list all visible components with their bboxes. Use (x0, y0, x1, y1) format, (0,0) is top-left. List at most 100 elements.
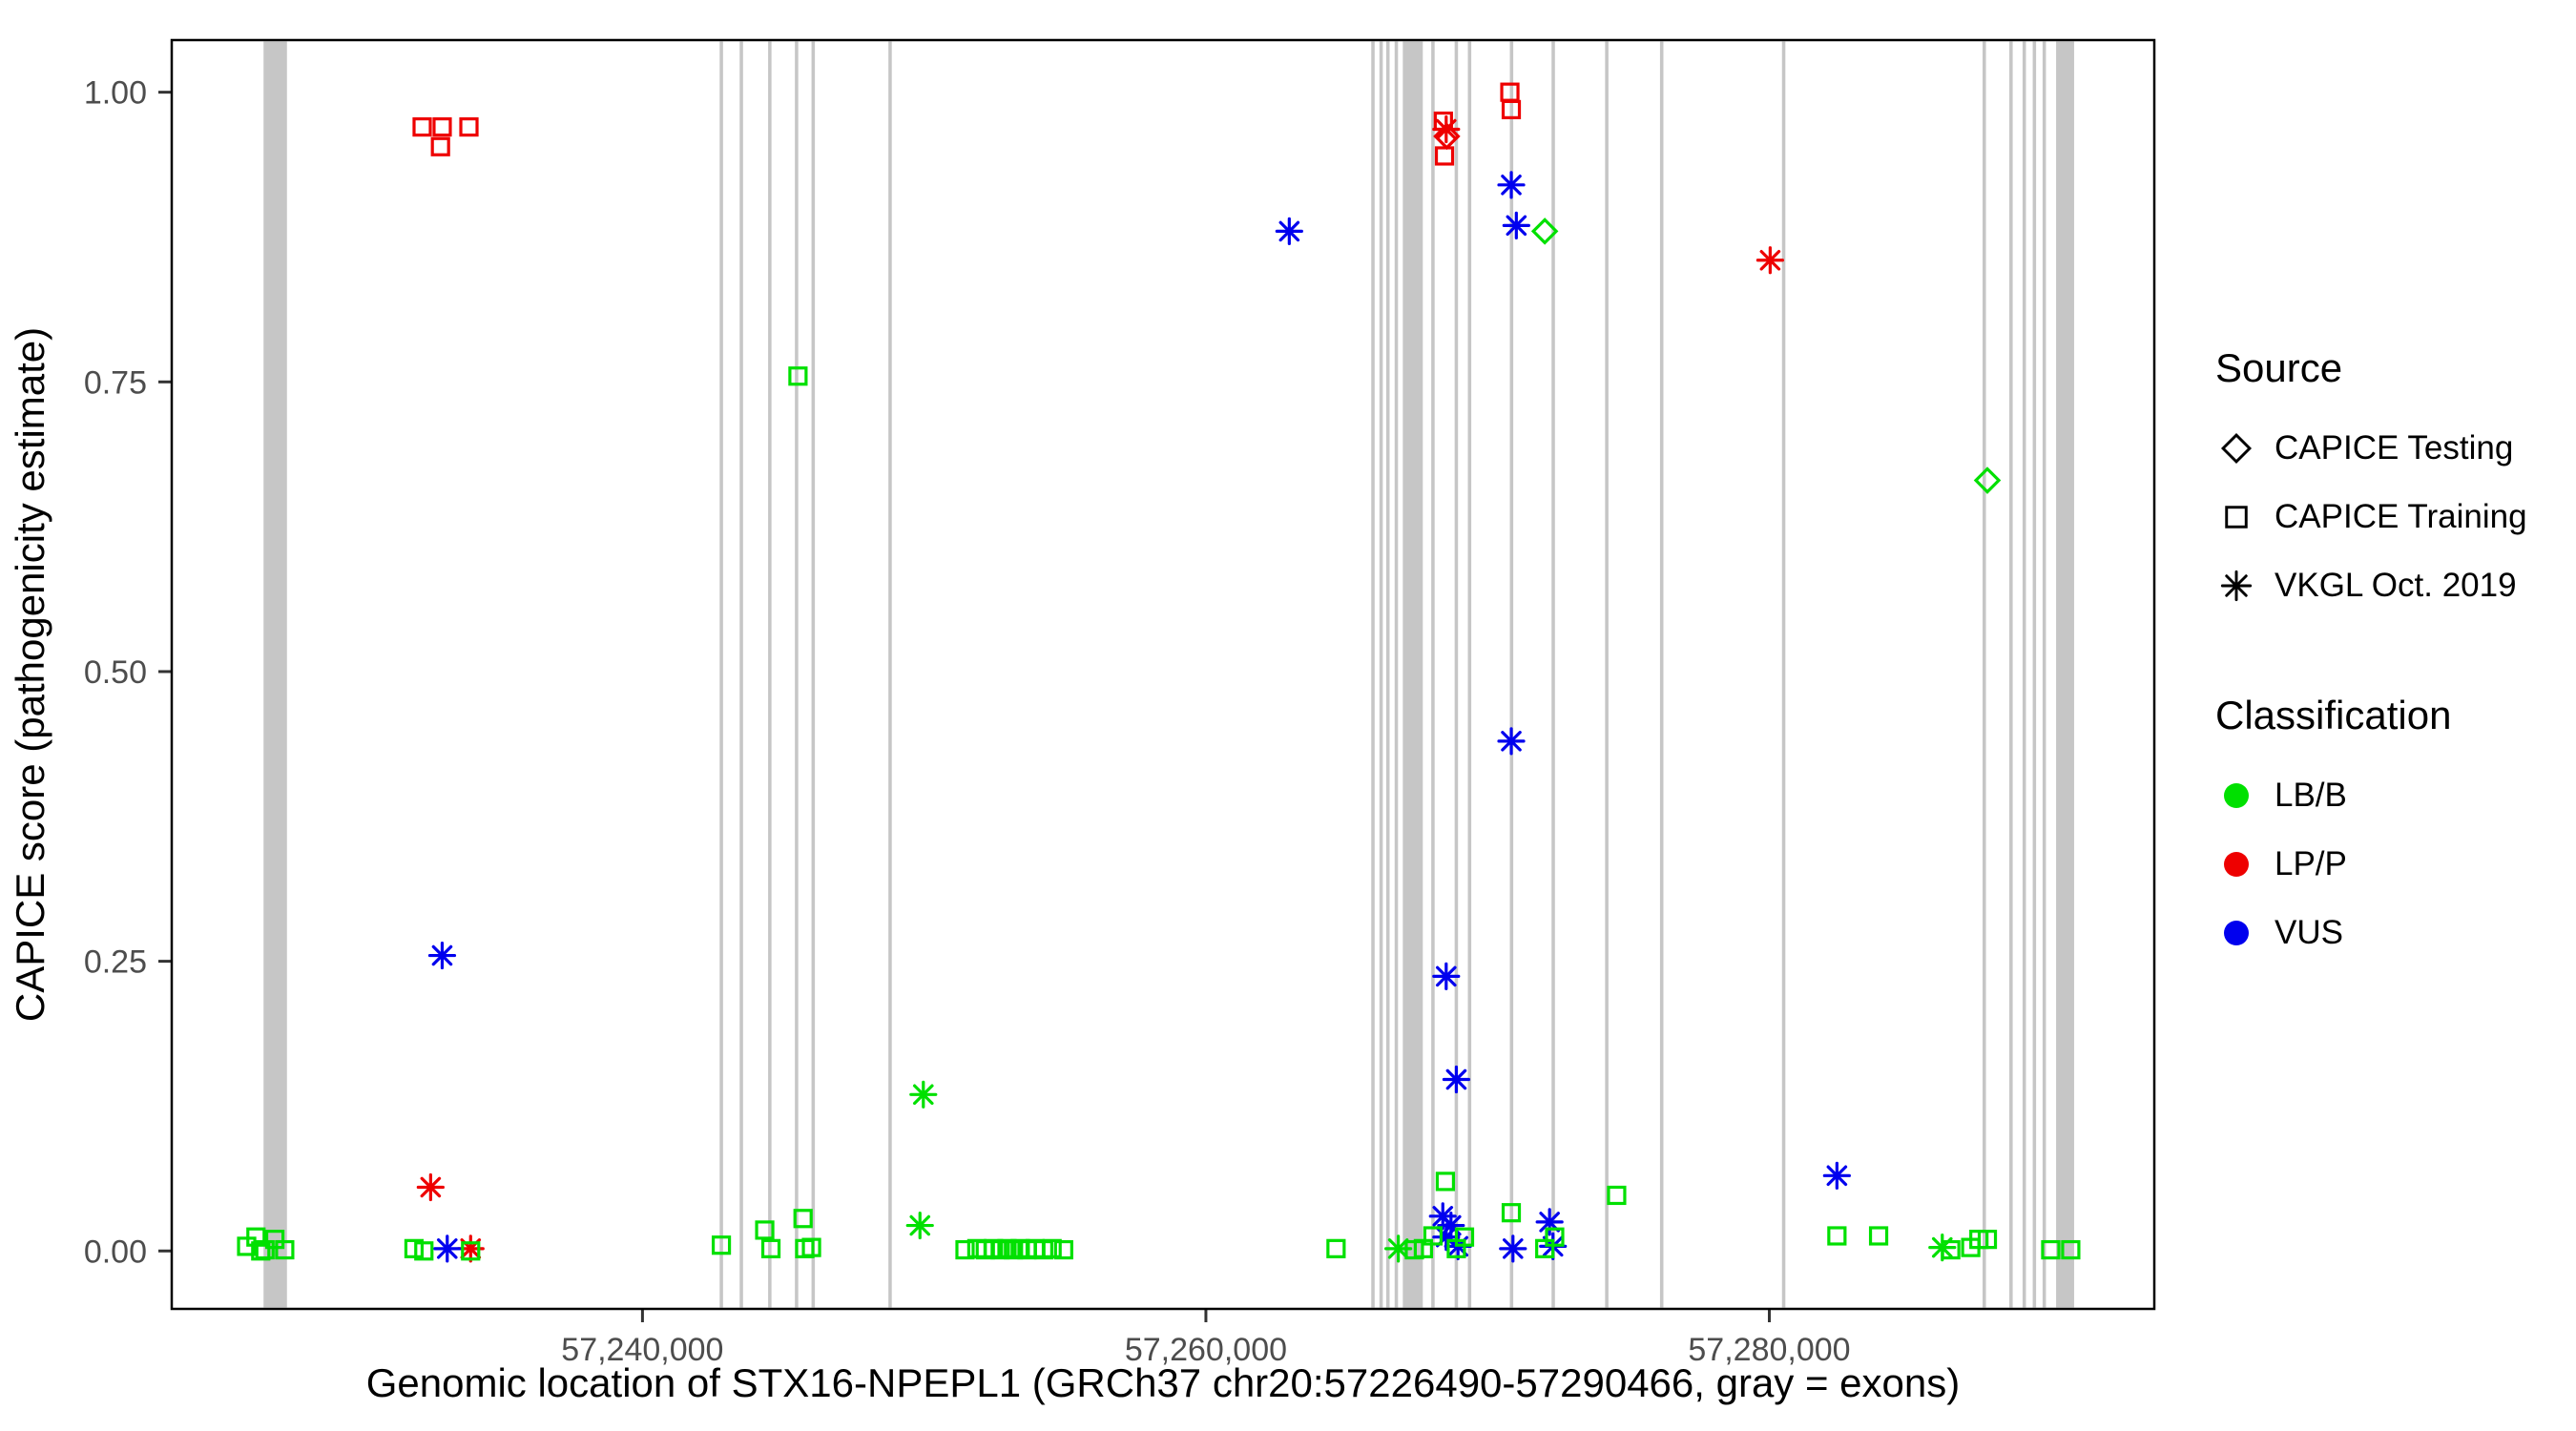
exon-bar (1509, 41, 1514, 1308)
legend-label: CAPICE Testing (2275, 429, 2514, 467)
y-tick-label: 0.00 (84, 1234, 147, 1270)
data-point (1435, 1172, 1456, 1192)
data-point (1977, 1230, 1998, 1250)
exon-bar (1659, 41, 1664, 1308)
lpp-dot-icon (2224, 852, 2249, 877)
data-point (1535, 1208, 1564, 1236)
legend-item-vkgl: VKGL Oct. 2019 (2215, 551, 2568, 620)
data-point (955, 1239, 975, 1260)
exon-bar (1394, 41, 1399, 1308)
y-axis-title: CAPICE score (pathogenicity estimate) (8, 327, 52, 1022)
exon-bar (1467, 41, 1472, 1308)
data-point (427, 941, 457, 970)
y-tick-label: 1.00 (84, 75, 147, 112)
exon-bar (888, 41, 892, 1308)
diamond-icon (2220, 432, 2253, 465)
exon-bar (1454, 41, 1459, 1308)
data-point (801, 1237, 821, 1257)
legend-label: VKGL Oct. 2019 (2275, 567, 2517, 604)
data-point (1502, 211, 1530, 239)
exon-bar (1385, 41, 1390, 1308)
data-point (1499, 1234, 1527, 1263)
x-tick-label: 57,240,000 (561, 1332, 723, 1368)
legend-item-lpp: LP/P (2215, 830, 2568, 899)
data-point (1442, 1065, 1471, 1094)
data-point (404, 1238, 425, 1258)
data-point (2061, 1239, 2081, 1260)
data-point (459, 116, 479, 137)
legend-label: LP/P (2275, 845, 2347, 882)
exon-bar (719, 41, 723, 1308)
x-axis-title: Genomic location of STX16-NPEPL1 (GRCh37… (366, 1360, 1960, 1405)
exon-bar (739, 41, 743, 1308)
x-tick-label: 57,260,000 (1125, 1332, 1287, 1368)
panel-border (170, 38, 2156, 1311)
exon-layer (263, 41, 2074, 1308)
classification-legend-title: Classification (2215, 693, 2452, 737)
lbb-dot-icon (2224, 783, 2249, 808)
data-point (905, 1211, 934, 1240)
exon-bar (2009, 41, 2013, 1308)
data-point (1822, 1161, 1851, 1190)
data-point (1530, 218, 1559, 245)
exon-bar (2022, 41, 2026, 1308)
data-point (430, 136, 450, 156)
exon-bar (1983, 41, 1986, 1308)
source-legend-title: Source (2215, 345, 2343, 390)
classification-legend: Classification LB/B LP/P VUS (2215, 693, 2568, 967)
data-point (1497, 171, 1526, 199)
exon-bar (811, 41, 816, 1308)
data-point (251, 1241, 271, 1261)
data-point (1275, 217, 1303, 246)
data-point (711, 1235, 732, 1255)
legend-item-capice-training: CAPICE Training (2215, 483, 2568, 551)
legend-label: CAPICE Training (2275, 498, 2527, 535)
exon-bar (263, 41, 287, 1308)
data-point (1607, 1185, 1627, 1206)
exon-bar (2032, 41, 2037, 1308)
exon-bar (2056, 41, 2074, 1308)
data-point (793, 1209, 813, 1229)
y-tick-label: 0.50 (84, 654, 147, 691)
source-legend: Source CAPICE Testing CAPICE Training (2215, 345, 2568, 620)
exon-bar (1781, 41, 1786, 1308)
axis-layer: 57,240,000 57,260,000 57,280,000 0.00 0.25 0.… (84, 75, 1851, 1368)
data-point (1326, 1238, 1346, 1258)
data-point (1535, 1238, 1555, 1258)
data-point (1827, 1226, 1847, 1246)
data-point (1501, 99, 1522, 119)
legend-item-vus: VUS (2215, 899, 2568, 967)
data-point (755, 1220, 775, 1240)
exon-bar (1431, 41, 1435, 1308)
data-point (264, 1230, 285, 1250)
legend-label: VUS (2275, 914, 2343, 951)
exon-bar (795, 41, 799, 1308)
data-point (461, 1241, 481, 1261)
legend: Source CAPICE Testing CAPICE Training (2215, 345, 2568, 967)
data-point (1755, 246, 1784, 275)
data-point (1501, 1203, 1522, 1223)
data-point (909, 1080, 938, 1109)
exon-bar (768, 41, 772, 1308)
data-point (1432, 114, 1461, 144)
data-point (412, 116, 432, 137)
data-point (1432, 962, 1461, 991)
legend-item-lbb: LB/B (2215, 761, 2568, 830)
data-point (1868, 1226, 1889, 1246)
data-point (275, 1239, 295, 1260)
legend-item-capice-testing: CAPICE Testing (2215, 414, 2568, 483)
exon-bar (1379, 41, 1383, 1308)
exon-bar (1605, 41, 1609, 1308)
exon-bar (1402, 41, 1423, 1308)
data-point (1433, 122, 1461, 151)
data-point (414, 1241, 434, 1261)
data-point (1497, 727, 1526, 756)
data-point (1545, 1227, 1565, 1247)
point-layer (237, 82, 2081, 1263)
data-point (1973, 467, 2002, 494)
asterisk-icon (2220, 570, 2253, 602)
data-point (1454, 1227, 1475, 1247)
data-point (1423, 1226, 1444, 1246)
